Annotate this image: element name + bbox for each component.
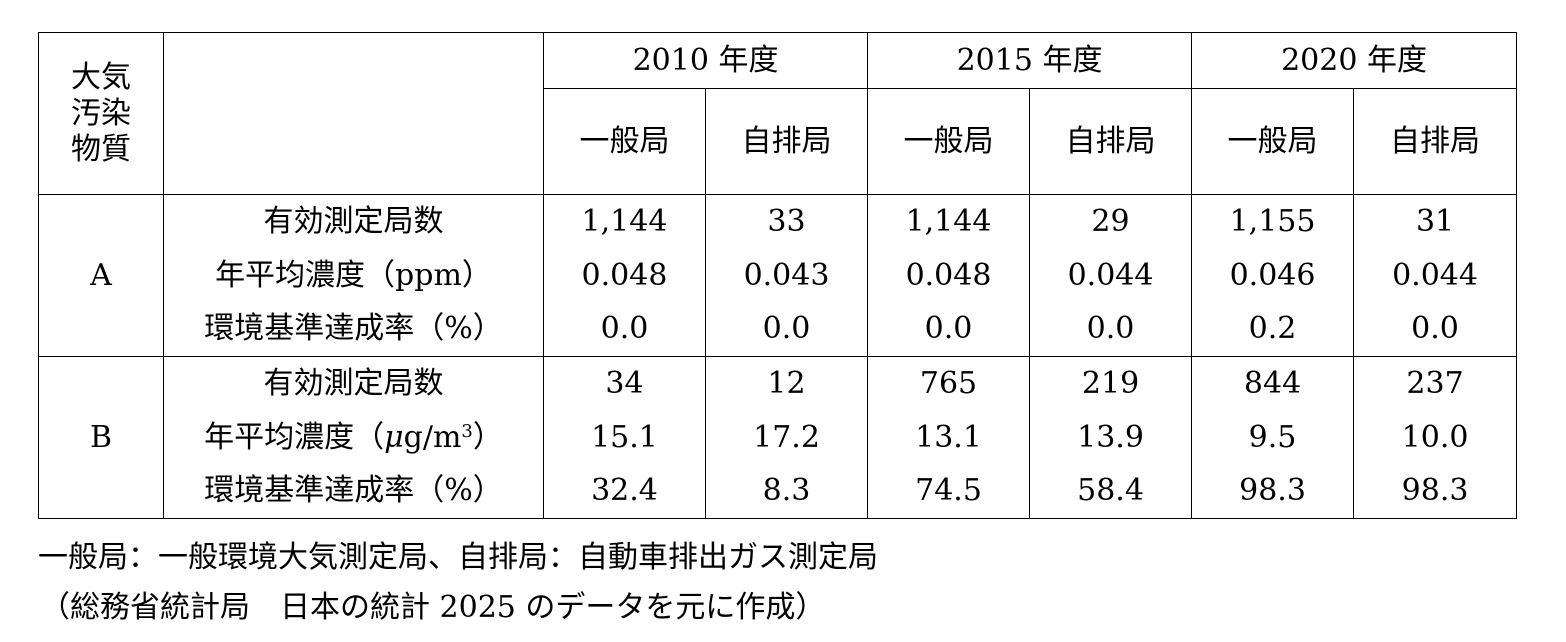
table-cell: 17.2 — [704, 410, 869, 465]
metric-label: 環境基準達成率（%） — [163, 464, 544, 519]
table-cell: 9.5 — [1191, 410, 1355, 465]
metric-label-mu: μ — [384, 419, 404, 455]
table-cell: 1,144 — [543, 194, 706, 249]
air-pollution-table: 大気 汚染 物質 2010 年度 2015 年度 2020 年度 一般局 自排局… — [38, 32, 1518, 519]
legend-note: 一般局：一般環境大気測定局、自排局：自動車排出ガス測定局 — [38, 540, 878, 575]
table-row: A 有効測定局数 1,144 33 1,144 29 1,155 31 — [38, 194, 1518, 357]
header-row-years: 大気 汚染 物質 2010 年度 2015 年度 2020 年度 — [38, 32, 1518, 195]
metric-label: 年平均濃度（μg/m3） — [163, 410, 544, 465]
table-cell: 98.3 — [1191, 464, 1355, 519]
station-type-header: 一般局 — [543, 88, 706, 195]
table-cell: 237 — [1353, 356, 1518, 411]
table-cell: 15.1 — [543, 410, 706, 465]
table-cell: 33 — [704, 194, 869, 249]
table-row: B 有効測定局数 34 12 765 219 844 237 — [38, 356, 1518, 519]
station-type-header: 一般局 — [1191, 88, 1355, 195]
table-row: 年平均濃度（ppm） 0.048 0.043 0.048 0.044 0.046… — [39, 248, 1518, 303]
metric-label: 有効測定局数 — [163, 356, 544, 411]
table-cell: 0.0 — [704, 302, 869, 357]
metric-label: 有効測定局数 — [163, 194, 544, 249]
table-cell: 98.3 — [1353, 464, 1518, 519]
year-header: 2015 年度 — [867, 32, 1193, 89]
station-type-header: 一般局 — [867, 88, 1031, 195]
table-cell: 0.0 — [867, 302, 1031, 357]
pollutant-column-header: 大気 汚染 物質 — [38, 32, 164, 195]
table-cell: 32.4 — [543, 464, 706, 519]
table-cell: 13.9 — [1029, 410, 1193, 465]
metric-column-header — [163, 32, 544, 195]
table-cell: 58.4 — [1029, 464, 1193, 519]
table-cell: 765 — [867, 356, 1031, 411]
table-cell: 0.043 — [704, 248, 869, 303]
table-cell: 10.0 — [1353, 410, 1518, 465]
table-row: 年平均濃度（μg/m3） 15.1 17.2 13.1 13.9 9.5 10.… — [39, 410, 1518, 465]
station-type-header: 自排局 — [1029, 88, 1193, 195]
table-cell: 219 — [1029, 356, 1193, 411]
table-cell: 13.1 — [867, 410, 1031, 465]
metric-label-unit: g/m — [403, 419, 462, 455]
metric-label-prefix: 年平均濃度（ — [204, 419, 385, 455]
metric-label: 環境基準達成率（%） — [163, 302, 544, 357]
metric-label-superscript: 3 — [461, 420, 473, 442]
corner-header-line: 物質 — [71, 131, 131, 167]
station-type-header: 自排局 — [1353, 88, 1518, 195]
table-cell: 0.0 — [1353, 302, 1518, 357]
table-cell: 0.044 — [1353, 248, 1518, 303]
table-cell: 34 — [543, 356, 706, 411]
table-cell: 0.044 — [1029, 248, 1193, 303]
station-type-header: 自排局 — [704, 88, 869, 195]
table-cell: 12 — [704, 356, 869, 411]
table-row: 環境基準達成率（%） 32.4 8.3 74.5 58.4 98.3 98.3 — [39, 464, 1518, 519]
table-cell: 0.2 — [1191, 302, 1355, 357]
table-cell: 0.0 — [543, 302, 706, 357]
pollutant-label: A — [38, 194, 164, 357]
corner-header-line: 大気 — [71, 59, 131, 95]
table-cell: 29 — [1029, 194, 1193, 249]
table-cell: 0.048 — [867, 248, 1031, 303]
table-row: 環境基準達成率（%） 0.0 0.0 0.0 0.0 0.2 0.0 — [39, 302, 1518, 357]
source-note: （総務省統計局 日本の統計 2025 のデータを元に作成） — [40, 590, 826, 625]
table-cell: 31 — [1353, 194, 1518, 249]
table-cell: 74.5 — [867, 464, 1031, 519]
metric-label-suffix: ） — [472, 419, 503, 455]
table-cell: 0.048 — [543, 248, 706, 303]
pollutant-label: B — [38, 356, 164, 519]
corner-header-line: 汚染 — [71, 95, 131, 131]
table-cell: 0.046 — [1191, 248, 1355, 303]
year-header: 2020 年度 — [1191, 32, 1518, 89]
metric-label: 年平均濃度（ppm） — [163, 248, 544, 303]
table-cell: 844 — [1191, 356, 1355, 411]
table-cell: 8.3 — [704, 464, 869, 519]
table-cell: 0.0 — [1029, 302, 1193, 357]
year-header: 2010 年度 — [542, 32, 869, 89]
table-cell: 1,155 — [1191, 194, 1355, 249]
table-cell: 1,144 — [867, 194, 1031, 249]
